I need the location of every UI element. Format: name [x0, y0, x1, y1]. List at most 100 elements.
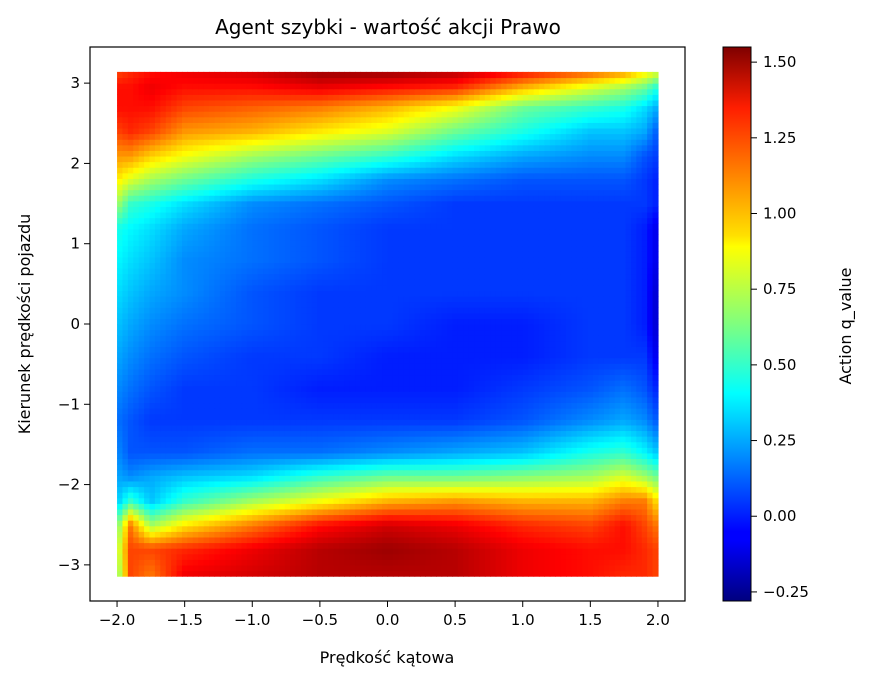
heatmap-cell	[181, 486, 188, 493]
heatmap-cell	[587, 570, 594, 577]
heatmap-cell	[479, 318, 486, 325]
heatmap-cell	[474, 480, 481, 488]
heatmap-cell	[549, 408, 556, 415]
heatmap-cell	[252, 363, 259, 370]
heatmap-cell	[246, 570, 253, 577]
heatmap-cell	[484, 520, 491, 527]
heatmap-cell	[409, 441, 416, 448]
heatmap-cell	[430, 436, 437, 443]
heatmap-cell	[387, 402, 394, 409]
heatmap-cell	[225, 480, 232, 488]
heatmap-cell	[149, 391, 156, 398]
heatmap-cell	[133, 402, 140, 409]
heatmap-cell	[647, 419, 654, 426]
heatmap-cell	[609, 508, 616, 516]
heatmap-cell	[376, 514, 383, 521]
heatmap-cell	[376, 447, 383, 454]
heatmap-cell	[392, 402, 399, 409]
heatmap-cell	[609, 469, 616, 476]
heatmap-cell	[290, 480, 297, 488]
heatmap-cell	[127, 307, 134, 314]
heatmap-cell	[187, 307, 194, 314]
heatmap-cell	[376, 424, 383, 432]
heatmap-cell	[436, 352, 443, 359]
heatmap-cell	[447, 464, 454, 471]
heatmap-cell	[317, 295, 324, 303]
heatmap-cell	[544, 385, 551, 392]
heatmap-cell	[192, 329, 199, 336]
heatmap-cell	[192, 346, 199, 353]
heatmap-cell	[576, 480, 583, 488]
heatmap-cell	[457, 380, 464, 387]
heatmap-cell	[490, 413, 497, 420]
heatmap-cell	[430, 340, 437, 348]
heatmap-cell	[268, 553, 275, 560]
heatmap-cell	[138, 312, 145, 319]
heatmap-cell	[560, 531, 567, 538]
heatmap-cell	[171, 430, 178, 437]
heatmap-cell	[127, 419, 134, 426]
heatmap-cell	[306, 396, 313, 404]
heatmap-cell	[436, 503, 443, 510]
heatmap-cell	[447, 525, 454, 532]
heatmap-cell	[436, 441, 443, 448]
heatmap-cell	[576, 441, 583, 448]
heatmap-cell	[436, 514, 443, 521]
heatmap-cell	[225, 335, 232, 342]
heatmap-cell	[533, 480, 540, 488]
heatmap-cell	[641, 324, 648, 331]
heatmap-cell	[419, 402, 426, 409]
heatmap-cell	[219, 318, 226, 325]
heatmap-cell	[441, 318, 448, 325]
heatmap-cell	[273, 536, 280, 544]
heatmap-cell	[154, 402, 161, 409]
heatmap-cell	[447, 436, 454, 443]
heatmap-cell	[544, 458, 551, 465]
heatmap-cell	[322, 475, 329, 482]
heatmap-cell	[209, 475, 216, 482]
heatmap-cell	[257, 492, 264, 499]
heatmap-cell	[268, 480, 275, 488]
heatmap-cell	[181, 525, 188, 532]
heatmap-cell	[192, 525, 199, 532]
heatmap-cell	[117, 514, 124, 521]
heatmap-cell	[517, 486, 524, 493]
heatmap-cell	[571, 430, 578, 437]
heatmap-cell	[365, 357, 372, 364]
heatmap-cell	[181, 424, 188, 432]
heatmap-cell	[209, 380, 216, 387]
heatmap-cell	[263, 542, 270, 549]
heatmap-cell	[392, 318, 399, 325]
heatmap-cell	[300, 324, 307, 331]
heatmap-cell	[268, 419, 275, 426]
heatmap-cell	[117, 475, 124, 482]
heatmap-cell	[127, 464, 134, 471]
heatmap-cell	[430, 324, 437, 331]
heatmap-cell	[219, 413, 226, 420]
heatmap-cell	[268, 497, 275, 504]
heatmap-cell	[355, 497, 362, 504]
heatmap-cell	[241, 318, 248, 325]
heatmap-cell	[641, 312, 648, 319]
heatmap-cell	[603, 380, 610, 387]
heatmap-cell	[538, 520, 545, 527]
heatmap-cell	[511, 564, 518, 572]
heatmap-cell	[214, 553, 221, 560]
heatmap-cell	[484, 391, 491, 398]
heatmap-cell	[171, 536, 178, 544]
heatmap-cell	[328, 380, 335, 387]
heatmap-cell	[474, 374, 481, 381]
heatmap-cell	[593, 452, 600, 460]
heatmap-cell	[225, 536, 232, 544]
heatmap-cell	[603, 346, 610, 353]
heatmap-cell	[403, 329, 410, 336]
heatmap-cell	[209, 402, 216, 409]
heatmap-cell	[203, 542, 210, 549]
heatmap-cell	[382, 564, 389, 572]
heatmap-cell	[322, 559, 329, 566]
heatmap-cell	[414, 436, 421, 443]
heatmap-cell	[625, 480, 632, 488]
heatmap-cell	[122, 525, 129, 532]
heatmap-cell	[544, 335, 551, 342]
heatmap-cell	[544, 368, 551, 376]
